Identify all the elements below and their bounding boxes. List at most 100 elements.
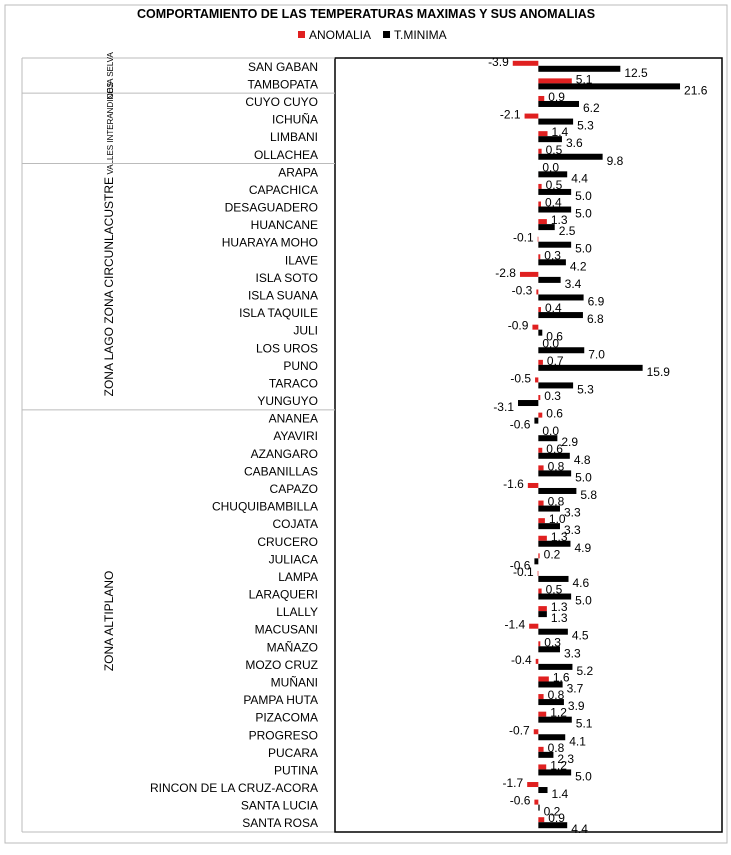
category-label: DESAGUADERO <box>225 201 318 215</box>
bar <box>538 435 557 441</box>
category-label: LLALLY <box>276 605 318 619</box>
value-label: 12.5 <box>624 66 648 80</box>
value-label: -0.9 <box>508 319 529 333</box>
category-label: PUCARA <box>268 746 318 760</box>
bar <box>538 787 547 793</box>
value-label: 6.9 <box>588 294 605 308</box>
category-label: PIZACOMA <box>255 711 318 725</box>
value-label: -1.6 <box>503 477 524 491</box>
bar <box>538 184 541 189</box>
bar <box>538 681 562 687</box>
category-label: HUANCANE <box>251 218 318 232</box>
value-label: 4.4 <box>571 171 588 185</box>
value-label: 6.8 <box>587 312 604 326</box>
bar <box>538 734 565 740</box>
bar <box>538 822 567 828</box>
category-label: RINCON DE LA CRUZ-ACORA <box>150 781 318 795</box>
category-label: JULI <box>293 324 318 338</box>
bar <box>538 202 541 207</box>
bar <box>538 259 566 265</box>
value-label: 1.4 <box>552 787 569 801</box>
bar <box>538 219 547 224</box>
category-label: MACUSANI <box>255 623 318 637</box>
category-label: ISLA SOTO <box>256 271 318 285</box>
value-label: 5.0 <box>575 207 592 221</box>
value-label: 3.3 <box>564 646 581 660</box>
bar <box>538 747 543 752</box>
bar <box>535 377 538 382</box>
category-label: CAPACHICA <box>249 183 318 197</box>
bar <box>538 589 541 594</box>
value-label: -2.1 <box>500 108 521 122</box>
category-label: PUTINA <box>274 763 318 777</box>
value-label: 5.0 <box>575 594 592 608</box>
category-label: AYAVIRI <box>273 429 318 443</box>
category-label: CUYO CUYO <box>245 95 318 109</box>
value-label: 1.3 <box>551 611 568 625</box>
bar <box>538 752 553 758</box>
category-label: ILAVE <box>285 253 318 267</box>
bar <box>538 611 547 617</box>
bar <box>538 594 571 600</box>
bar <box>538 312 583 318</box>
value-label: 4.1 <box>569 734 586 748</box>
bar <box>538 712 546 717</box>
value-label: 5.0 <box>575 470 592 484</box>
category-label: OLLACHEA <box>254 148 318 162</box>
bar <box>538 171 567 177</box>
bar <box>538 131 547 136</box>
bar <box>538 294 583 300</box>
value-label: 15.9 <box>647 365 671 379</box>
bar <box>538 149 541 154</box>
category-label: SANTA ROSA <box>242 816 318 830</box>
value-label: 4.8 <box>574 453 591 467</box>
value-label: 5.0 <box>575 769 592 783</box>
bar <box>538 694 543 699</box>
value-label: 21.6 <box>684 83 708 97</box>
bar <box>513 61 539 66</box>
bar <box>538 465 543 470</box>
legend-label: ANOMALIA <box>309 28 371 42</box>
bar <box>538 277 560 283</box>
category-label: LAMPA <box>278 570 318 584</box>
category-label: SANTA LUCIA <box>241 799 318 813</box>
bar <box>538 664 572 670</box>
bar <box>525 114 539 119</box>
category-label: COJATA <box>272 517 318 531</box>
bar <box>538 330 542 336</box>
value-label: -0.3 <box>512 283 533 297</box>
value-label: 2.9 <box>561 435 578 449</box>
value-label: 5.3 <box>577 382 594 396</box>
value-label: -0.7 <box>509 723 530 737</box>
bar <box>538 488 576 494</box>
category-label: CRUCERO <box>257 535 318 549</box>
bar <box>538 717 571 723</box>
value-label: -0.5 <box>510 371 531 385</box>
value-label: 9.8 <box>607 154 624 168</box>
bar <box>538 629 568 635</box>
value-label: 7.0 <box>588 347 605 361</box>
value-label: 3.6 <box>566 136 583 150</box>
bar <box>538 448 542 453</box>
bar <box>538 470 571 476</box>
category-label: LOS UROS <box>256 341 318 355</box>
bar <box>538 817 544 822</box>
bar <box>538 536 547 541</box>
bar <box>538 395 540 400</box>
bar <box>538 254 540 259</box>
bar <box>538 242 571 248</box>
category-label: ISLA TAQUILE <box>239 306 318 320</box>
bar <box>538 518 545 523</box>
bar <box>538 576 568 582</box>
bar <box>538 101 579 107</box>
value-label: 6.2 <box>583 101 600 115</box>
plot-area <box>335 58 722 832</box>
bar <box>538 382 573 388</box>
value-label: -3.9 <box>488 55 509 69</box>
category-label: ANANEA <box>269 412 318 426</box>
category-label: TARACO <box>269 376 318 390</box>
value-label: -2.8 <box>495 266 516 280</box>
value-label: 5.3 <box>577 119 594 133</box>
value-label: -0.4 <box>511 653 532 667</box>
